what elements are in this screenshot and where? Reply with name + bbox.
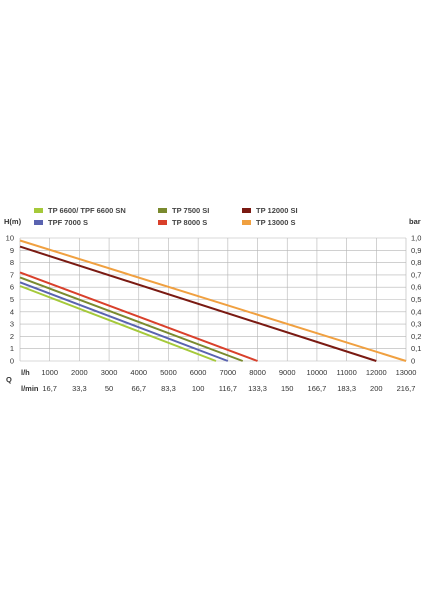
x-tick-label-lh: 9000 [279, 368, 296, 377]
x-tick-label-lh: 4000 [130, 368, 147, 377]
x-row-label-lmin: l/min [21, 384, 39, 393]
tick-labels: 01234567891000,10,20,30,40,50,60,70,80,9… [6, 234, 422, 394]
y-tick-label-right: 0,7 [411, 270, 421, 279]
x-tick-label-lh: 1000 [41, 368, 58, 377]
x-tick-label-lh: 13000 [396, 368, 417, 377]
x-tick-label-lmin: 133,3 [248, 384, 267, 393]
x-tick-label-lh: 5000 [160, 368, 177, 377]
plot-lines [19, 239, 407, 362]
legend-label: TP 6600/ TPF 6600 SN [48, 206, 126, 215]
x-tick-label-lh: 11000 [336, 368, 356, 377]
x-tick-label-lh: 2000 [71, 368, 88, 377]
x-tick-label-lmin: 183,3 [337, 384, 356, 393]
y-tick-label-left: 0 [10, 357, 14, 366]
y-tick-label-right: 0,9 [411, 246, 421, 255]
x-tick-label-lmin: 100 [192, 384, 205, 393]
series-line [19, 281, 229, 362]
y-tick-label-left: 3 [10, 320, 14, 329]
x-tick-label-lh: 3000 [101, 368, 118, 377]
x-tick-label-lmin: 50 [105, 384, 113, 393]
legend-label: TPF 7000 S [48, 218, 88, 227]
x-tick-label-lh: 10000 [306, 368, 327, 377]
legend-swatch [158, 208, 167, 213]
y-tick-label-right: 0,8 [411, 258, 421, 267]
x-axis-title: Q [6, 375, 12, 384]
y-tick-label-left: 1 [10, 344, 14, 353]
grid [19, 237, 407, 362]
x-tick-label-lmin: 66,7 [131, 384, 146, 393]
x-tick-label-lmin: 33,3 [72, 384, 87, 393]
y-tick-label-right: 0,2 [411, 332, 421, 341]
y-tick-label-left: 4 [10, 307, 14, 316]
legend-label: TP 12000 SI [256, 206, 298, 215]
y-tick-label-left: 10 [6, 234, 14, 243]
y-tick-label-right: 0 [411, 357, 415, 366]
x-tick-label-lmin: 200 [370, 384, 383, 393]
legend-label: TP 8000 S [172, 218, 207, 227]
series-line [19, 271, 258, 362]
y-tick-label-right: 0,4 [411, 307, 421, 316]
x-tick-label-lmin: 150 [281, 384, 294, 393]
series-line [19, 285, 217, 362]
x-tick-label-lmin: 166,7 [308, 384, 327, 393]
axis-labels: H(m) bar Q l/h l/min [4, 217, 421, 393]
legend-label: TP 7500 SI [172, 206, 209, 215]
x-tick-label-lmin: 83,3 [161, 384, 176, 393]
y-tick-label-left: 5 [10, 295, 14, 304]
legend-swatch [34, 220, 43, 225]
y-axis-title-right: bar [409, 217, 421, 226]
x-tick-label-lh: 12000 [366, 368, 387, 377]
legend-swatch [242, 220, 251, 225]
y-tick-label-right: 0,3 [411, 320, 421, 329]
legend-label: TP 13000 S [256, 218, 295, 227]
y-axis-title-left: H(m) [4, 217, 22, 226]
y-tick-label-left: 9 [10, 246, 14, 255]
x-tick-label-lmin: 216,7 [397, 384, 416, 393]
x-tick-label-lmin: 16,7 [42, 384, 57, 393]
y-tick-label-right: 0,6 [411, 283, 421, 292]
legend-swatch [242, 208, 251, 213]
y-tick-label-left: 7 [10, 270, 14, 279]
series-line [19, 239, 407, 362]
y-tick-label-left: 8 [10, 258, 14, 267]
y-tick-label-left: 6 [10, 283, 14, 292]
y-tick-label-right: 0,1 [411, 344, 421, 353]
legend-swatch [158, 220, 167, 225]
x-tick-label-lh: 8000 [249, 368, 266, 377]
legend-swatch [34, 208, 43, 213]
y-tick-label-right: 0,5 [411, 295, 421, 304]
x-tick-label-lmin: 116,7 [219, 384, 237, 393]
x-tick-label-lh: 7000 [220, 368, 237, 377]
x-tick-label-lh: 6000 [190, 368, 207, 377]
y-tick-label-right: 1,0 [411, 234, 421, 243]
legend: TP 6600/ TPF 6600 SN TP 7500 SI TP 12000 S… [34, 206, 298, 227]
y-tick-label-left: 2 [10, 332, 14, 341]
x-row-label-lh: l/h [21, 368, 30, 377]
series-line [19, 245, 377, 362]
series-line [19, 276, 244, 362]
